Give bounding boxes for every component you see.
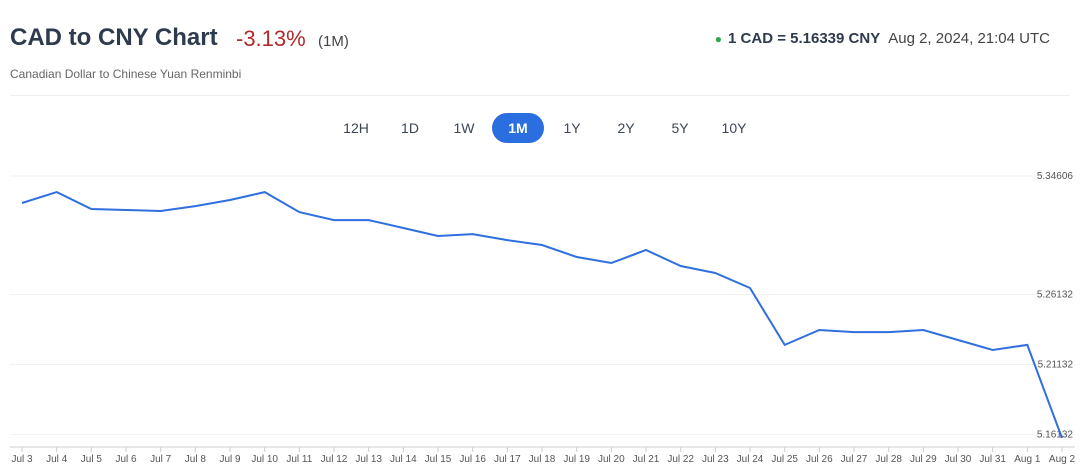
- y-tick-label: 5.16132: [1037, 430, 1074, 441]
- range-button[interactable]: 1D: [401, 120, 419, 136]
- x-tick-label: Jul 24: [737, 454, 764, 465]
- range-button[interactable]: 10Y: [721, 120, 747, 136]
- x-tick-label: Jul 30: [945, 454, 972, 465]
- x-tick-label: Jul 29: [910, 454, 937, 465]
- x-tick-label: Jul 17: [494, 454, 521, 465]
- x-tick-label: Jul 5: [81, 454, 103, 465]
- change: -3.13%: [236, 26, 306, 51]
- price-line: [21, 191, 1063, 439]
- x-tick-label: Jul 28: [875, 454, 902, 465]
- x-tick-label: Jul 7: [150, 454, 172, 465]
- x-tick-label: Jul 12: [321, 454, 348, 465]
- x-tick-label: Jul 11: [286, 454, 312, 465]
- x-tick-label: Aug 2: [1049, 454, 1076, 465]
- title: CAD to CNY Chart: [10, 24, 218, 51]
- x-tick-label: Jul 23: [702, 454, 729, 465]
- x-tick-label: Jul 10: [251, 454, 278, 465]
- x-tick-label: Jul 4: [46, 454, 68, 465]
- range-button[interactable]: 1Y: [563, 120, 581, 136]
- x-tick-label: Jul 6: [115, 454, 137, 465]
- x-tick-label: Jul 15: [425, 454, 452, 465]
- range-button[interactable]: 5Y: [671, 120, 689, 136]
- y-tick-label: 5.26132: [1037, 290, 1074, 301]
- x-tick-label: Jul 25: [771, 454, 798, 465]
- separator: [10, 95, 1070, 96]
- timestamp: Aug 2, 2024, 21:04 UTC: [888, 30, 1050, 47]
- subtitle: Canadian Dollar to Chinese Yuan Renminbi: [10, 67, 242, 81]
- range-button[interactable]: 2Y: [617, 120, 635, 136]
- x-tick-label: Jul 16: [459, 454, 486, 465]
- rate: 1 CAD = 5.16339 CNY: [728, 30, 881, 47]
- x-tick-label: Jul 26: [806, 454, 833, 465]
- x-tick-label: Aug 1: [1014, 454, 1041, 465]
- rate-box: ● 1 CAD = 5.16339 CNY Aug 2, 2024, 21:04 U…: [715, 30, 1050, 47]
- period: (1M): [318, 33, 349, 50]
- range-button[interactable]: 12H: [343, 120, 369, 136]
- live-dot: ●: [714, 32, 723, 46]
- x-tick-label: Jul 22: [667, 454, 694, 465]
- range-button[interactable]: 1M: [492, 113, 544, 143]
- x-tick-label: Jul 13: [355, 454, 382, 465]
- x-tick-label: Jul 18: [529, 454, 556, 465]
- y-tick-label: 5.34606: [1037, 171, 1074, 182]
- x-tick-label: Jul 9: [219, 454, 241, 465]
- x-tick-label: Jul 31: [979, 454, 1006, 465]
- x-tick-label: Jul 8: [185, 454, 207, 465]
- x-tick-label: Jul 19: [563, 454, 590, 465]
- x-tick-label: Jul 20: [598, 454, 625, 465]
- x-tick-label: Jul 21: [633, 454, 660, 465]
- range-button[interactable]: 1W: [453, 120, 475, 136]
- x-tick-label: Jul 27: [841, 454, 868, 465]
- x-tick-label: Jul 3: [11, 454, 33, 465]
- range-buttons: 12H 1D 1W 1M 1Y 2Y 5Y 10Y: [330, 113, 762, 143]
- x-tick-label: Jul 14: [390, 454, 417, 465]
- y-tick-label: 5.21132: [1038, 360, 1074, 371]
